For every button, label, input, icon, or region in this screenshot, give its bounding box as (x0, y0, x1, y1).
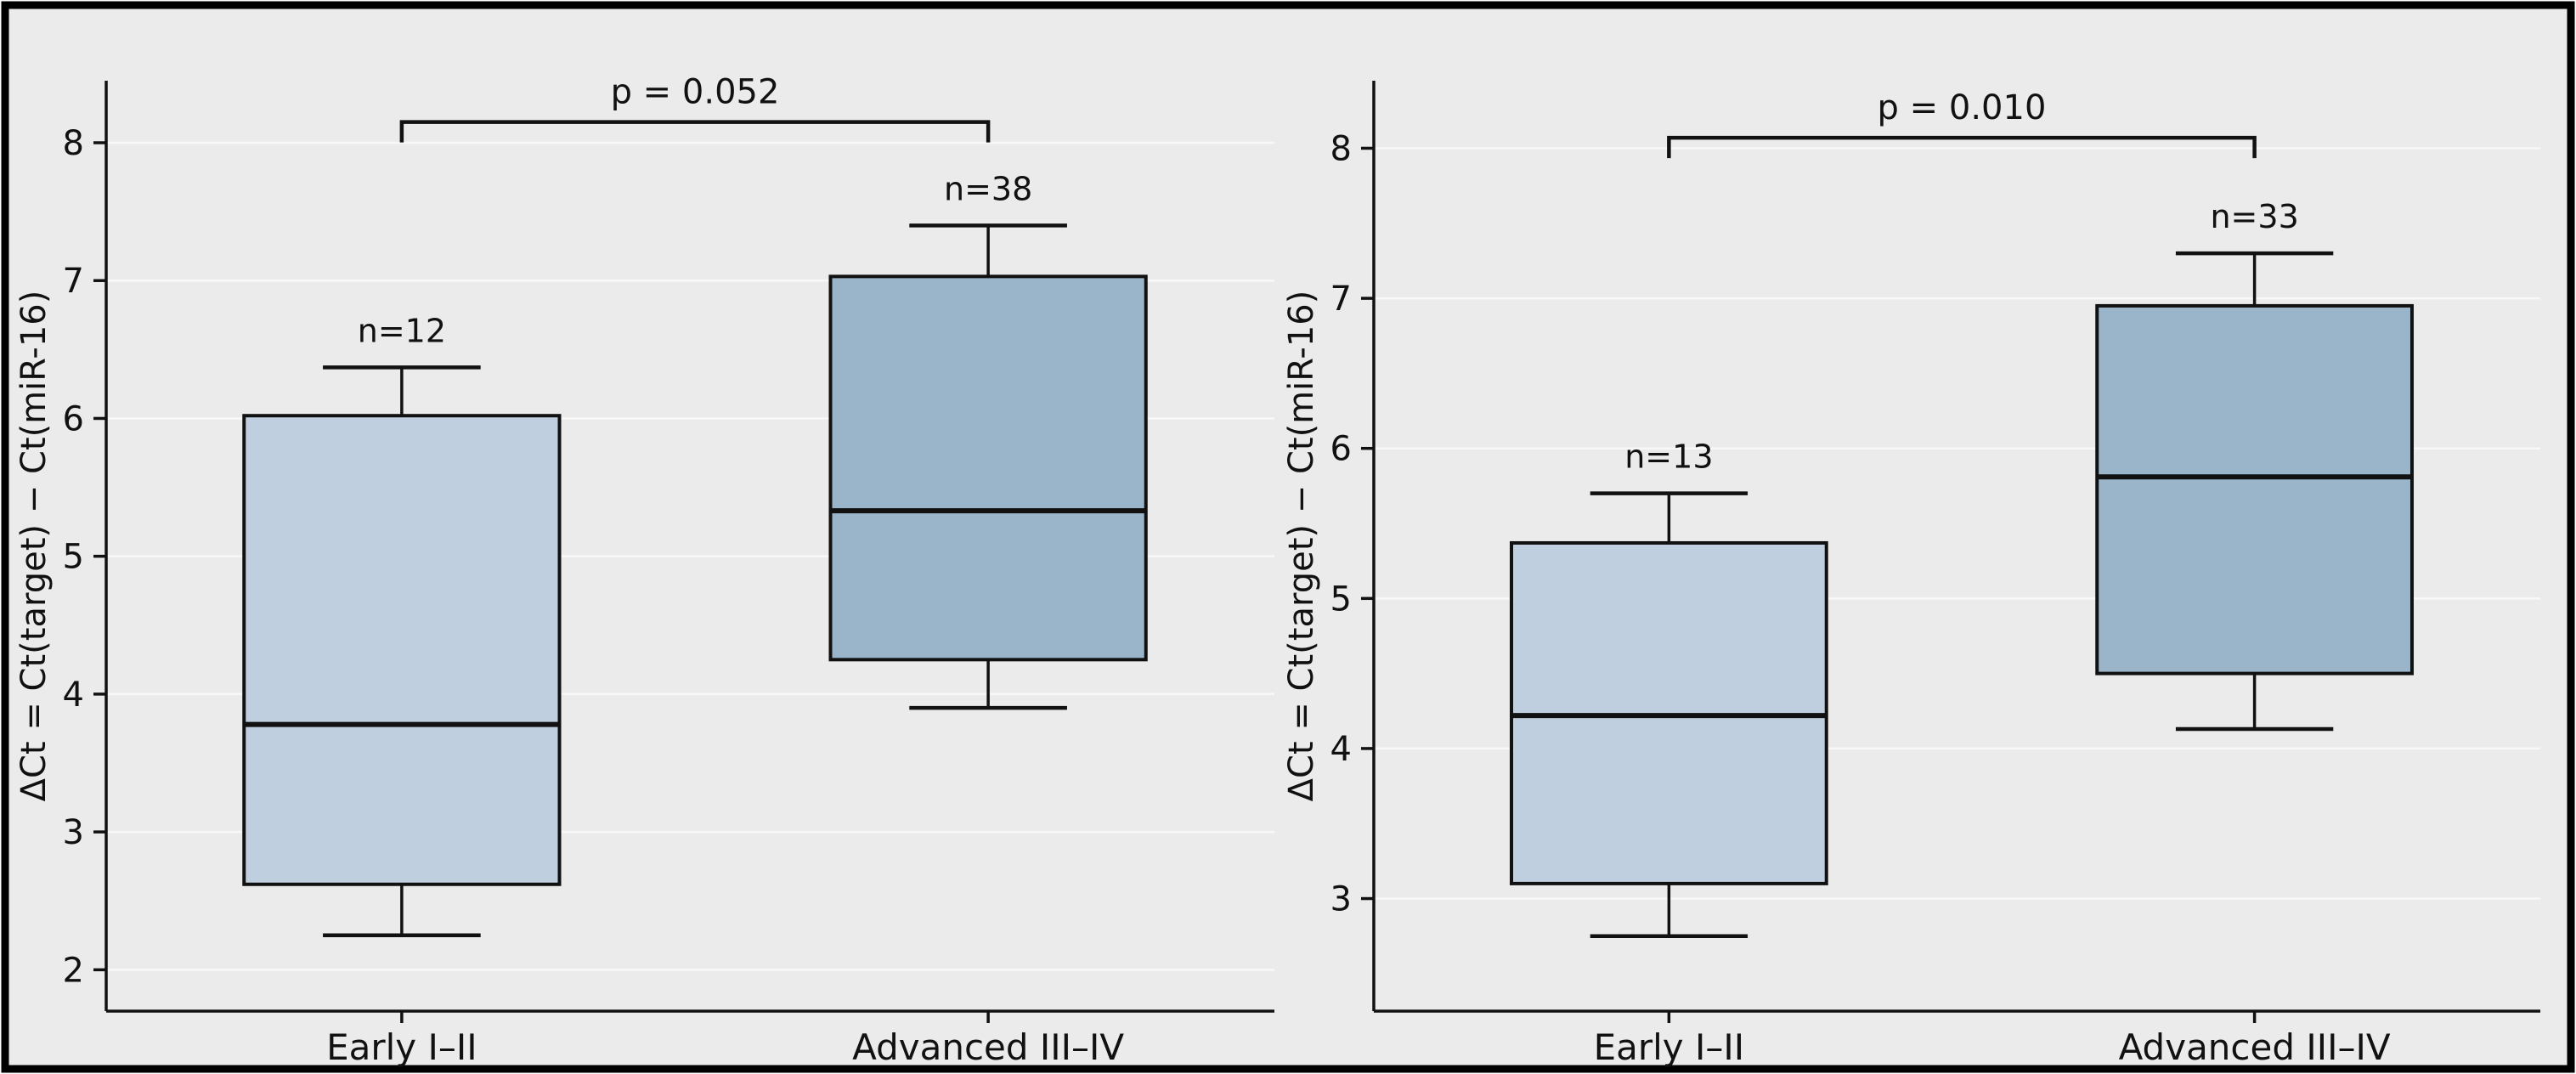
y-tick-label: 7 (63, 262, 84, 301)
iqr-box (2095, 303, 2414, 675)
y-axis-label: ΔCt = Ct(target) − Ct(miR-16) (14, 291, 54, 802)
category-label: Early I–II (326, 1026, 477, 1068)
p-value-label: p = 0.052 (611, 73, 780, 112)
y-tick-label: 5 (63, 538, 84, 577)
category-label: Advanced III–IV (852, 1026, 1124, 1068)
n-count-label: n=12 (358, 312, 446, 349)
iqr-box (828, 274, 1148, 662)
y-tick-label: 8 (1330, 129, 1352, 168)
y-tick-label: 7 (1330, 280, 1352, 319)
y-tick-label: 3 (1330, 880, 1352, 919)
y-tick-label: 6 (63, 399, 84, 438)
y-tick-label: 2 (63, 951, 84, 990)
y-tick-label: 4 (1330, 730, 1352, 769)
category-label: Advanced III–IV (2119, 1026, 2391, 1068)
y-tick-label: 3 (63, 813, 84, 852)
y-tick-label: 6 (1330, 430, 1352, 469)
iqr-box (242, 414, 562, 886)
category-label: Early I–II (1594, 1026, 1745, 1068)
p-value-label: p = 0.010 (1878, 88, 2047, 127)
n-count-label: n=38 (944, 170, 1032, 207)
panel-left: 2 3 4 5 6 7 8 ΔCt = Ct(target) − Ct(miR-16) Earl… (14, 73, 1274, 1068)
y-tick-label: 4 (63, 675, 84, 715)
n-count-label: n=13 (1624, 438, 1713, 476)
y-tick-label: 8 (63, 124, 84, 163)
y-tick-label: 5 (1330, 579, 1352, 619)
y-axis-label: ΔCt = Ct(target) − Ct(miR-16) (1282, 291, 1321, 802)
n-count-label: n=33 (2210, 198, 2298, 235)
significance-bracket (399, 120, 991, 143)
panel-right: 3 4 5 6 7 8 ΔCt = Ct(target) − Ct(miR-16) Early… (1282, 81, 2540, 1068)
significance-bracket (1667, 135, 2257, 159)
